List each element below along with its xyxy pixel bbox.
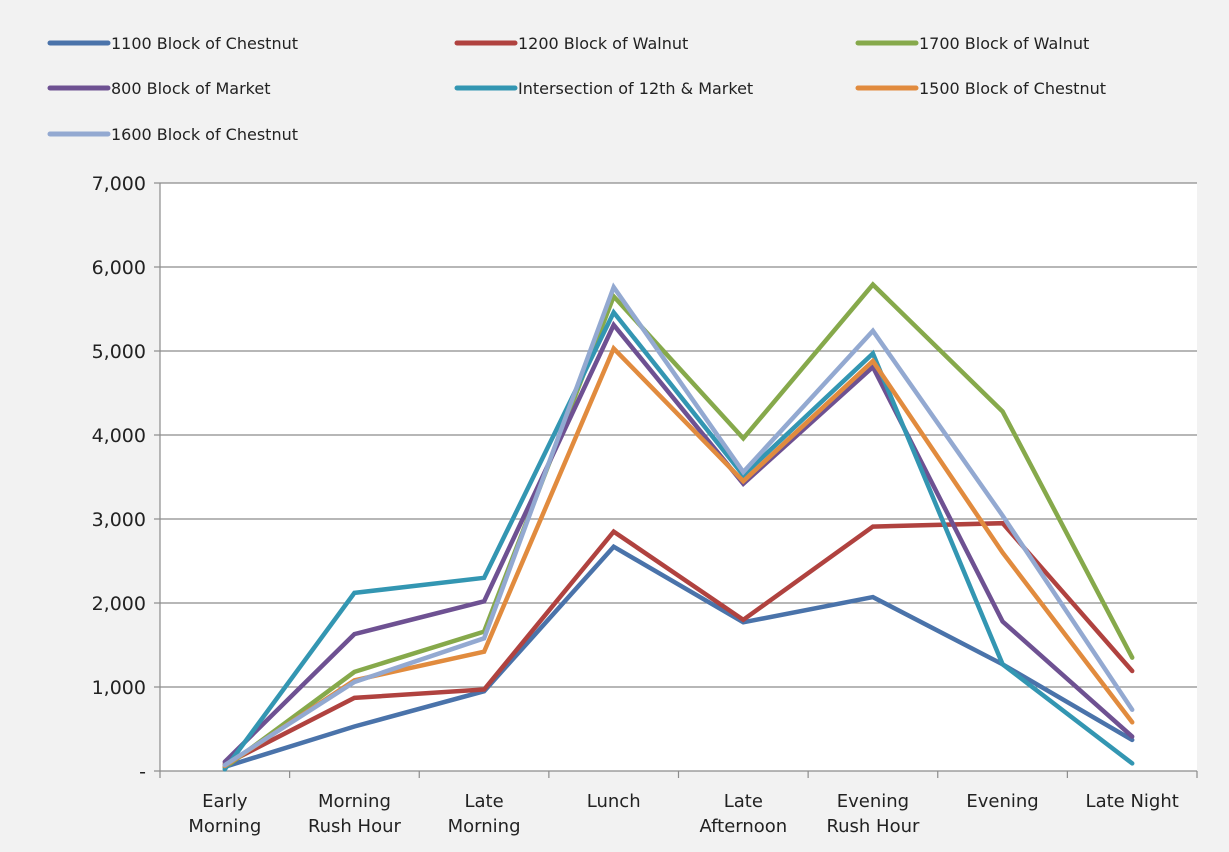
legend-item: Intersection of 12th & Market [457, 79, 753, 98]
legend-label: 1200 Block of Walnut [518, 34, 688, 53]
x-tick-label: Evening [966, 791, 1038, 812]
y-tick-label: 5,000 [92, 341, 146, 363]
legend-label: 1700 Block of Walnut [919, 34, 1089, 53]
legend-item: 800 Block of Market [50, 79, 271, 98]
legend-item: 1100 Block of Chestnut [50, 34, 298, 53]
legend-item: 1200 Block of Walnut [457, 34, 688, 53]
legend-label: Intersection of 12th & Market [518, 79, 753, 98]
legend-label: 1100 Block of Chestnut [111, 34, 298, 53]
plot-area [160, 183, 1197, 771]
y-tick-label: 1,000 [92, 677, 146, 699]
y-tick-label: 4,000 [92, 425, 146, 447]
x-tick-label: Late Night [1086, 791, 1179, 812]
y-tick-label: - [139, 761, 146, 783]
legend-item: 1500 Block of Chestnut [858, 79, 1106, 98]
x-tick-label: Lunch [587, 791, 641, 812]
legend-label: 1500 Block of Chestnut [919, 79, 1106, 98]
legend-label: 800 Block of Market [111, 79, 271, 98]
y-tick-label: 6,000 [92, 257, 146, 279]
legend-item: 1700 Block of Walnut [858, 34, 1089, 53]
legend: 1100 Block of Chestnut 1200 Block of Waln… [50, 34, 1106, 144]
y-tick-label: 2,000 [92, 593, 146, 615]
y-tick-label: 3,000 [92, 509, 146, 531]
legend-label: 1600 Block of Chestnut [111, 125, 298, 144]
y-tick-label: 7,000 [92, 173, 146, 195]
legend-item: 1600 Block of Chestnut [50, 125, 298, 144]
gridlines [160, 183, 1197, 771]
